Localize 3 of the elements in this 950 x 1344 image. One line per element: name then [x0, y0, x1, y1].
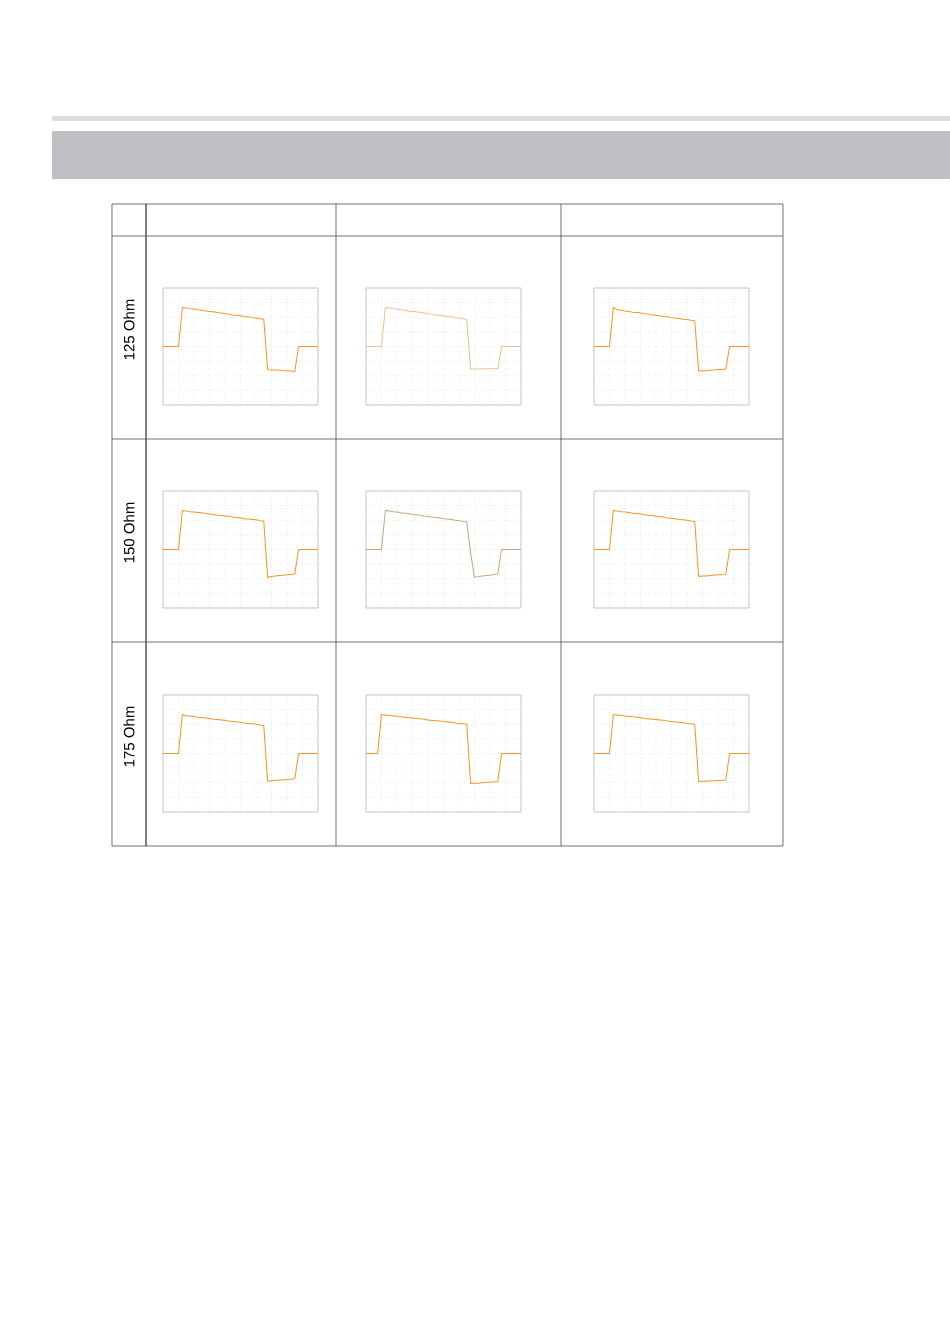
y-axis-title: 175 Ohm [123, 706, 135, 767]
y-axis-title: 125 Ohm [123, 299, 135, 360]
y-axis-title: 150 Ohm [123, 502, 135, 563]
